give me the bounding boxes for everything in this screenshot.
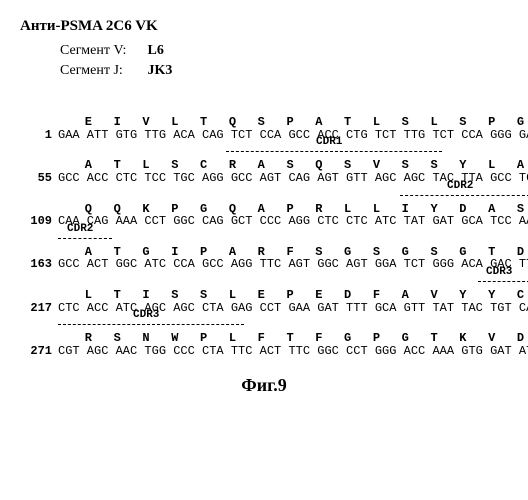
nucleotide-row: 1GAA ATT GTG TTG ACA CAG TCT CCA GCC ACC… <box>20 129 508 142</box>
nucleotide-seq: CTC ACC ATC AGC AGC CTA GAG CCT GAA GAT … <box>58 301 528 315</box>
segment-j-label: Сегмент J: <box>60 61 140 81</box>
position-number: 1 <box>20 129 58 142</box>
cdr-line <box>58 238 112 239</box>
nucleotide-row: 163GCC ACT GGC ATC CCA GCC AGG TTC AGT G… <box>20 258 508 271</box>
nucleotide-row: 271CGT AGC AAC TGG CCC CTA TTC ACT TTC G… <box>20 345 508 358</box>
position-number: 271 <box>20 345 58 358</box>
cdr-line <box>226 151 442 152</box>
cdr-label: CDR2 <box>67 224 93 236</box>
cdr-label: CDR2 <box>447 181 473 193</box>
sequence-block: CDR3 L T I S S L E P E D F A V Y Y C Q Q… <box>20 289 508 314</box>
position-number: 217 <box>20 302 58 315</box>
segment-v-value: L6 <box>148 43 164 58</box>
segment-j-value: JK3 <box>148 63 173 78</box>
segment-v-label: Сегмент V: <box>60 41 140 61</box>
segment-v-row: Сегмент V: L6 <box>60 41 508 61</box>
nucleotide-seq: CGT AGC AAC TGG CCC CTA TTC ACT TTC GGC … <box>58 344 528 358</box>
page-title: Анти-PSMA 2C6 VK <box>20 18 508 35</box>
nucleotide-seq: GAA ATT GTG TTG ACA CAG TCT CCA GCC ACC … <box>58 128 528 142</box>
sequence-block: E I V L T Q S P A T L S L S P G E R1GAA … <box>20 116 508 141</box>
segment-j-row: Сегмент J: JK3 <box>60 61 508 81</box>
sequence-block: CDR1 A T L S C R A S Q S V S S Y L A W Y… <box>20 159 508 184</box>
nucleotide-seq: CAA CAG AAA CCT GGC CAG GCT CCC AGG CTC … <box>58 214 528 228</box>
nucleotide-row: 217CTC ACC ATC AGC AGC CTA GAG CCT GAA G… <box>20 302 508 315</box>
position-number: 109 <box>20 215 58 228</box>
cdr-label: CDR3 <box>486 267 512 279</box>
nucleotide-row: 55GCC ACC CTC TCC TGC AGG GCC AGT CAG AG… <box>20 172 508 185</box>
header-block: Анти-PSMA 2C6 VK Сегмент V: L6 Сегмент J… <box>20 18 508 80</box>
position-number: 163 <box>20 258 58 271</box>
nucleotide-seq: GCC ACT GGC ATC CCA GCC AGG TTC AGT GGC … <box>58 257 528 271</box>
sequence-block: CDR2 A T G I P A R F S G S G S G T D F T… <box>20 246 508 271</box>
cdr-label: CDR1 <box>316 137 342 149</box>
position-number: 55 <box>20 172 58 185</box>
cdr-line <box>58 324 244 325</box>
sequence-area: E I V L T Q S P A T L S L S P G E R1GAA … <box>20 116 508 357</box>
cdr-line <box>478 281 528 282</box>
figure-label: Фиг.9 <box>20 375 508 396</box>
sequence-block: CDR3 R S N W P L F T F G P G T K V D I K… <box>20 332 508 357</box>
cdr-line <box>400 195 528 196</box>
cdr-label: CDR3 <box>133 310 159 322</box>
